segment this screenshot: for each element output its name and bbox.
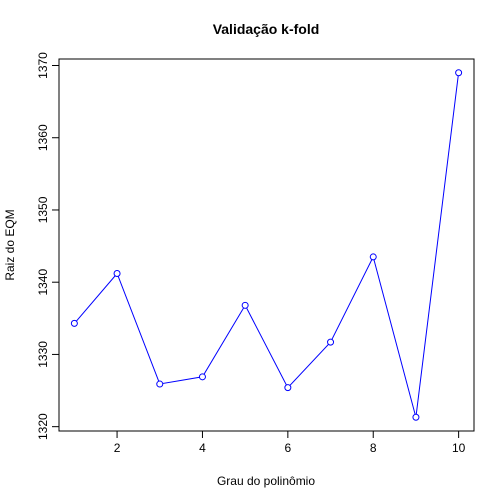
x-tick-label: 8	[370, 441, 377, 455]
x-tick-label: 2	[114, 441, 121, 455]
y-tick-label: 1350	[36, 196, 50, 223]
x-axis-label: Grau do polinômio	[217, 474, 315, 488]
data-point	[455, 69, 463, 77]
y-tick-label: 1320	[36, 413, 50, 440]
x-tick-label: 6	[285, 441, 292, 455]
data-point	[327, 338, 335, 346]
x-axis: 2 4 6 8 10	[114, 431, 466, 455]
x-tick-label: 4	[199, 441, 206, 455]
y-tick-label: 1340	[36, 269, 50, 296]
y-tick-label: 1330	[36, 341, 50, 368]
x-tick-label: 10	[452, 441, 466, 455]
data-point	[284, 384, 292, 392]
data-point	[241, 301, 249, 309]
plot-frame	[58, 58, 475, 432]
y-axis: 1320 1330 1340 1350 1360 1370	[36, 52, 59, 440]
y-axis-label: Raiz do EQM	[3, 209, 17, 280]
data-point	[70, 319, 78, 327]
data-points	[70, 69, 463, 421]
data-point	[113, 270, 121, 278]
y-tick-label: 1360	[36, 124, 50, 151]
data-point	[156, 380, 164, 388]
y-tick-label: 1370	[36, 52, 50, 79]
chart-title: Validação k-fold	[213, 21, 320, 37]
data-point	[412, 413, 420, 421]
series-line	[74, 72, 460, 418]
data-point	[198, 373, 206, 381]
data-point	[369, 253, 377, 261]
